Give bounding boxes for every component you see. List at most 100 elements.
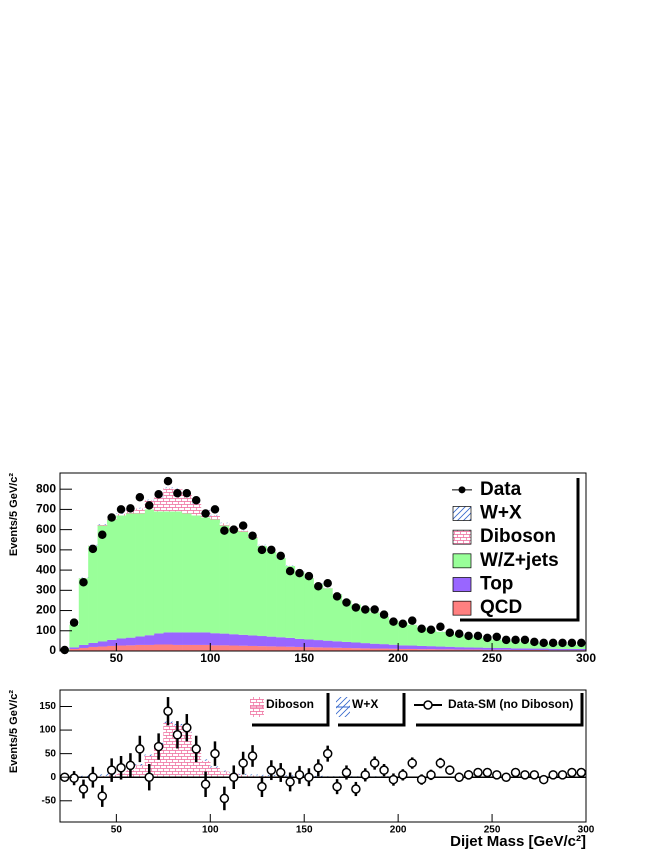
hist-bar <box>313 640 324 648</box>
legend-box <box>450 478 578 620</box>
hist-bar <box>257 774 267 776</box>
data-point <box>248 531 257 540</box>
data-point <box>407 616 417 625</box>
data-point <box>294 770 305 780</box>
hist-bar <box>285 566 296 638</box>
x-tick-label: 50 <box>110 651 124 665</box>
hist-bar <box>219 633 230 646</box>
data-point <box>539 638 548 648</box>
hist-bar <box>294 646 305 651</box>
hist-bar <box>144 754 155 756</box>
hist-bar <box>266 646 277 651</box>
hist-bar <box>304 639 314 648</box>
data-point <box>530 637 539 647</box>
data-point <box>144 772 154 782</box>
hist-bar <box>510 648 521 650</box>
data-point <box>97 791 108 801</box>
hist-bar <box>482 647 493 650</box>
data-point <box>398 770 408 780</box>
hist-bar <box>435 649 446 651</box>
hist-bar <box>125 645 136 651</box>
hist-bar <box>398 645 408 649</box>
data-point <box>483 633 492 643</box>
hist-bar <box>501 647 512 650</box>
hist-bar <box>482 649 493 651</box>
hist-bar <box>135 636 145 645</box>
x-tick-label: 250 <box>482 651 502 665</box>
hist-bar <box>473 649 483 651</box>
hist-bar <box>323 647 333 651</box>
data-point <box>332 592 342 601</box>
data-point <box>172 730 183 740</box>
hist-bar <box>182 632 192 645</box>
hist-bar <box>369 612 380 644</box>
legend-label: W+X <box>352 697 378 711</box>
data-point <box>416 774 427 785</box>
hist-bar <box>135 508 145 514</box>
hist-bar <box>407 624 418 646</box>
legend-swatch <box>452 600 472 616</box>
legend-label: Diboson <box>266 697 314 711</box>
hist-bar <box>97 774 108 776</box>
hist-bar <box>172 644 183 651</box>
hist-bar <box>153 497 164 512</box>
data-point <box>219 793 230 804</box>
hist-bar <box>445 649 455 651</box>
data-point <box>314 582 323 591</box>
hist-bar <box>135 765 145 778</box>
data-point <box>304 571 314 581</box>
hist-bar <box>332 647 343 651</box>
data-point <box>295 568 304 578</box>
hist-bar <box>247 775 258 778</box>
hist-bar <box>238 645 249 651</box>
data-point <box>116 505 126 514</box>
hist-bar <box>172 489 183 512</box>
hist-bar <box>191 503 202 516</box>
data-point <box>210 748 220 759</box>
hist-bar <box>200 759 211 761</box>
hist-bar <box>351 648 361 651</box>
hist-bar <box>200 517 211 633</box>
hist-bar <box>191 515 202 633</box>
hist-bar <box>388 644 399 649</box>
hist-bar <box>78 775 89 777</box>
data-point <box>238 521 248 530</box>
hist-bar <box>200 644 211 651</box>
data-point <box>426 770 436 780</box>
hist-bar <box>341 641 352 648</box>
data-point <box>107 513 116 522</box>
hist-bar <box>557 648 568 651</box>
hist-bar <box>182 644 192 651</box>
data-point <box>266 765 277 775</box>
hist-bar <box>510 641 521 649</box>
data-point <box>229 525 239 534</box>
data-point <box>398 619 408 628</box>
hist-bar <box>229 634 239 646</box>
hist-bar <box>200 760 211 778</box>
hist-bar <box>97 646 108 651</box>
data-point <box>389 617 398 626</box>
hist-bar <box>351 642 361 649</box>
hist-bar <box>398 648 408 651</box>
hist-bar <box>369 648 380 651</box>
x-tick-label: 150 <box>296 825 313 836</box>
data-point <box>548 638 558 648</box>
hist-bar <box>69 647 80 649</box>
data-point <box>577 638 586 648</box>
hist-bar <box>210 633 220 646</box>
y-tick-label: 0 <box>49 643 56 657</box>
hist-bar <box>576 648 587 651</box>
hist-bar <box>219 645 230 651</box>
data-point <box>163 476 173 486</box>
plot-frame <box>59 472 587 652</box>
hist-bar <box>294 572 305 639</box>
data-point <box>558 638 567 648</box>
hist-bar <box>426 646 437 650</box>
hist-bar <box>210 514 220 516</box>
hist-bar <box>200 632 211 645</box>
hist-bar <box>379 644 390 649</box>
legend-label: Data <box>480 479 522 500</box>
hist-bar <box>144 635 155 645</box>
hist-bar <box>529 648 540 650</box>
hist-bar <box>106 519 117 640</box>
